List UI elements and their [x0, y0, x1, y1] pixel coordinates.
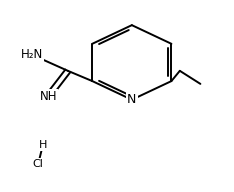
Text: NH: NH — [40, 89, 57, 103]
Text: H₂N: H₂N — [21, 49, 44, 61]
Text: Cl: Cl — [33, 159, 44, 169]
Text: N: N — [127, 93, 136, 106]
Text: H: H — [39, 140, 47, 150]
